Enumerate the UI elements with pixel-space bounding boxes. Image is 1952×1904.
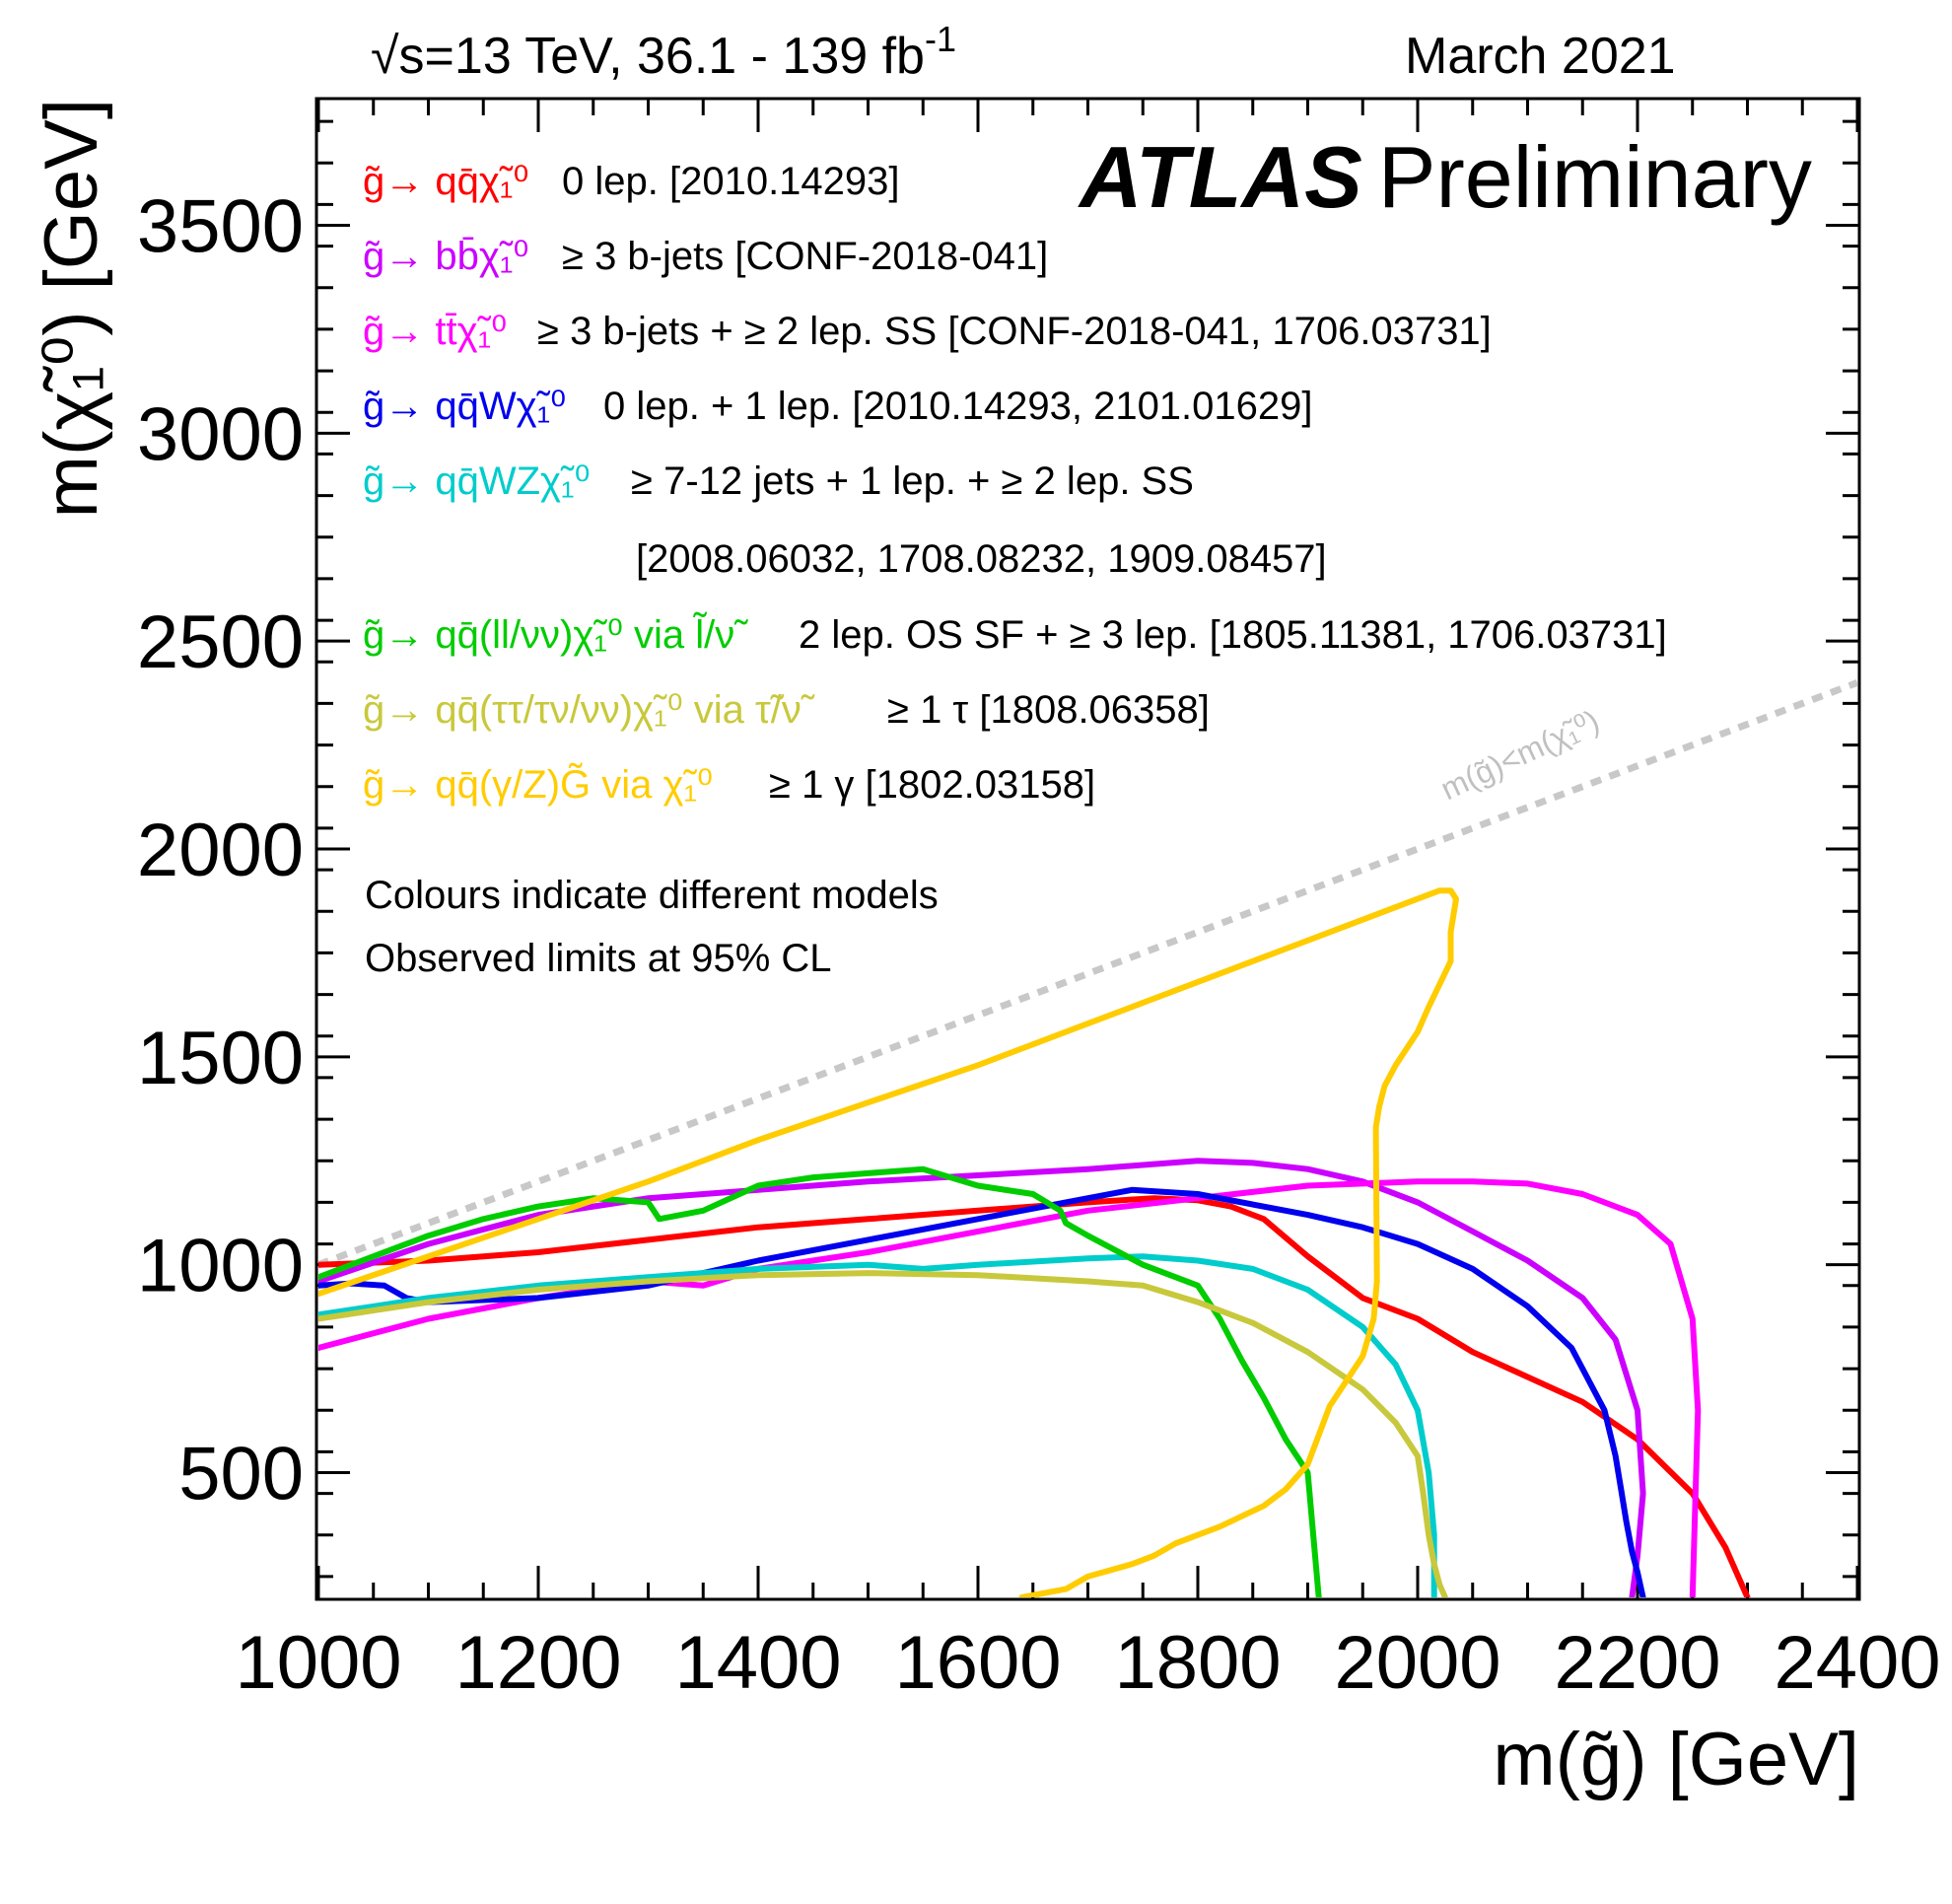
x-tick-labels: 1000 1200 1400 1600 1800 2000 2200 2400: [235, 1621, 1940, 1705]
x-tick-label: 2400: [1774, 1621, 1940, 1705]
x-axis-title: m(g̃) [GeV]: [1493, 1718, 1859, 1801]
legend-desc-7: ≥ 1 τ [1808.06358]: [887, 688, 1210, 732]
legend-desc-2: ≥ 3 b-jets [CONF-2018-041]: [562, 235, 1048, 278]
legend-process-8: g̃→ qq̄(γ/Z)G̃ via χ̃₁⁰: [363, 762, 713, 807]
x-tick-label: 1000: [235, 1621, 401, 1705]
legend-process-5: g̃→ qq̄WZχ̃₁⁰: [363, 459, 591, 503]
x-tick-label: 2000: [1334, 1621, 1500, 1705]
energy-superscript: -1: [925, 19, 956, 59]
legend-process-6: g̃→ qq̄(ll/νν)χ̃₁⁰ via l̃/ν̃: [363, 612, 748, 657]
legend-process-2: g̃→ bb̄χ̃₁⁰: [363, 235, 528, 278]
legend: g̃→ qq̄χ̃₁⁰ 0 lep. [2010.14293] g̃→ bb̄χ̃₁…: [363, 160, 1667, 807]
legend-process-3: g̃→ tt̄χ̃₁⁰: [363, 310, 507, 353]
y-tick-label: 1500: [137, 1017, 304, 1100]
x-tick-label: 1800: [1114, 1621, 1281, 1705]
x-tick-label: 1200: [454, 1621, 621, 1705]
y-tick-label: 3500: [137, 185, 304, 269]
energy-label: √s=13 TeV, 36.1 - 139 fb-1: [371, 19, 956, 85]
kinematic-limit-line: [318, 679, 1857, 1268]
series-line-5: [318, 1253, 1437, 1597]
atlas-preliminary: Preliminary: [1378, 128, 1812, 226]
y-tick-label: 2000: [137, 809, 304, 892]
legend-desc-5-line2: [2008.06032, 1708.08232, 1909.08457]: [636, 537, 1327, 581]
legend-desc-1: 0 lep. [2010.14293]: [562, 160, 900, 203]
axis-ticks: [316, 99, 1859, 1599]
y-tick-labels: 500 1000 1500 2000 2500 3000 3500: [137, 185, 304, 1516]
atlas-logo-text: ATLAS Preliminary: [1078, 128, 1812, 226]
legend-desc-6: 2 lep. OS SF + ≥ 3 lep. [1805.11381, 170…: [799, 613, 1667, 657]
y-axis-title: m(χ̃₁⁰) [GeV]: [30, 99, 113, 518]
date-label: March 2021: [1405, 28, 1676, 85]
legend-desc-8: ≥ 1 γ [1802.03158]: [769, 763, 1095, 807]
x-tick-label: 1600: [894, 1621, 1061, 1705]
legend-process-7: g̃→ qq̄(ττ/τν/νν)χ̃₁⁰ via τ̃/ν̃: [363, 688, 815, 732]
legend-desc-3: ≥ 3 b-jets + ≥ 2 lep. SS [CONF-2018-041,…: [537, 310, 1492, 353]
y-tick-label: 500: [178, 1433, 304, 1516]
legend-desc-4: 0 lep. + 1 lep. [2010.14293, 2101.01629]: [603, 385, 1313, 428]
series-line-6: [318, 1165, 1322, 1597]
legend-desc-5: ≥ 7-12 jets + 1 lep. + ≥ 2 lep. SS: [631, 459, 1194, 503]
y-tick-label: 3000: [137, 392, 304, 476]
legend-process-1: g̃→ qq̄χ̃₁⁰: [363, 160, 528, 203]
atlas-bold: ATLAS: [1078, 128, 1362, 226]
x-tick-label: 2200: [1554, 1621, 1720, 1705]
series-line-8: [318, 887, 1459, 1597]
legend-process-4: g̃→ qq̄Wχ̃₁⁰: [363, 385, 566, 428]
y-tick-label: 1000: [137, 1225, 304, 1308]
series-group: [318, 887, 1751, 1597]
note-cl: Observed limits at 95% CL: [365, 937, 832, 980]
series-line-1: [318, 1195, 1751, 1597]
x-tick-label: 1400: [674, 1621, 841, 1705]
series-line-7: [318, 1270, 1448, 1597]
note-models: Colours indicate different models: [365, 874, 939, 917]
y-tick-label: 2500: [137, 600, 304, 684]
series-line-2: [318, 1158, 1646, 1597]
